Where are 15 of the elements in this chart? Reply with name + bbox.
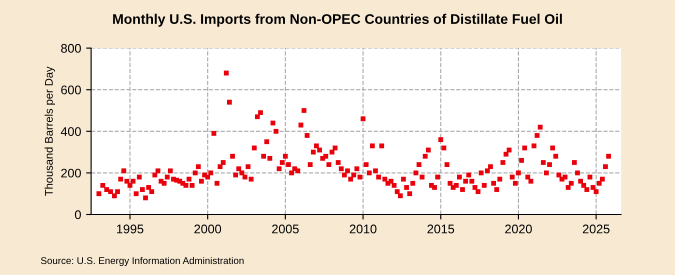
x-tick-label: 1995 xyxy=(117,224,144,234)
y-axis-title: Thousand Barrels per Day xyxy=(44,66,55,196)
x-tick-label: 2010 xyxy=(350,224,376,234)
y-tick-label: 0 xyxy=(74,210,81,220)
x-tick-label: 2015 xyxy=(427,224,454,234)
x-tick-label: 2020 xyxy=(505,224,532,234)
y-tick-label: 800 xyxy=(61,44,81,53)
chart-title: Monthly U.S. Imports from Non-OPEC Countries of Distillate Fuel Oil xyxy=(113,14,562,27)
y-tick-label: 200 xyxy=(61,168,81,178)
x-tick-label: 2005 xyxy=(272,224,299,234)
source-note: Source: U.S. Energy Information Administration xyxy=(40,256,244,266)
x-tick-label: 2000 xyxy=(194,224,222,234)
y-tick-label: 600 xyxy=(61,86,81,94)
y-tick-label: 400 xyxy=(60,127,81,136)
x-tick-label: 2025 xyxy=(582,224,610,234)
